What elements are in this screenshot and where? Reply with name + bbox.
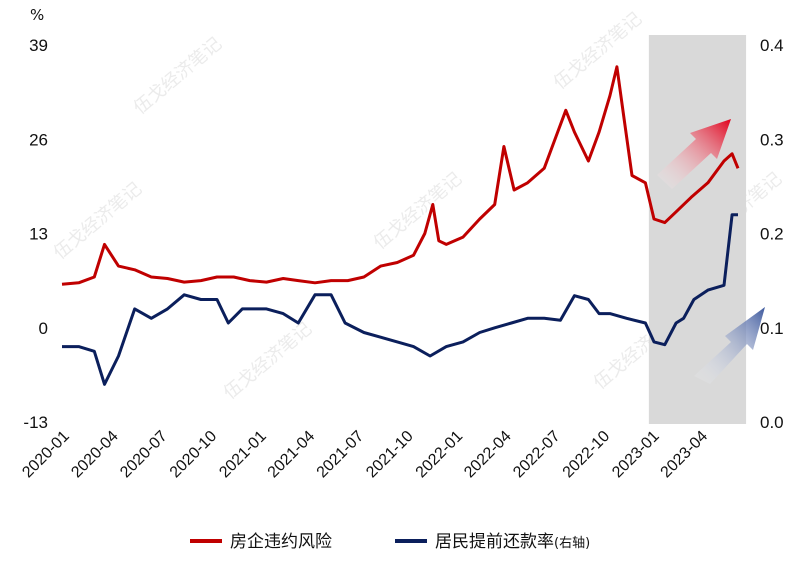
right-tick-label: 0.4: [760, 36, 784, 55]
left-tick-label: 26: [29, 130, 48, 149]
x-tick-label: 2022-07: [510, 428, 564, 482]
right-tick-label: 0.0: [760, 413, 784, 432]
watermark-text: 伍戈经济笔记: [50, 178, 146, 264]
x-axis-ticks: 2020-012020-042020-072020-102021-012021-…: [19, 428, 711, 482]
x-tick-label: 2021-10: [363, 428, 417, 482]
legend-label-blue-suffix: (右轴): [554, 536, 590, 551]
x-tick-label: 2022-04: [461, 428, 515, 482]
x-tick-label: 2023-01: [609, 428, 663, 482]
left-axis-ticks: 39 26 13 0 -13: [23, 36, 48, 432]
left-axis-unit: %: [30, 6, 44, 24]
legend-label-red: 房企违约风险: [230, 532, 332, 552]
legend: 房企违约风险 居民提前还款率(右轴): [190, 532, 590, 552]
legend-label-blue: 居民提前还款率(右轴): [435, 532, 590, 552]
trend-arrow-blue: [694, 307, 765, 384]
trend-arrows: [657, 119, 765, 384]
x-tick-label: 2020-01: [19, 428, 73, 482]
x-tick-label: 2022-10: [560, 428, 614, 482]
x-tick-label: 2023-04: [658, 428, 712, 482]
right-tick-label: 0.1: [760, 319, 784, 338]
left-tick-label: -13: [23, 413, 48, 432]
left-tick-label: 39: [29, 36, 48, 55]
x-tick-label: 2020-04: [68, 428, 122, 482]
watermark-text: 伍戈经济笔记: [550, 8, 646, 94]
series-line-blue: [62, 213, 738, 386]
x-tick-label: 2021-04: [265, 428, 319, 482]
series-lines: [61, 65, 740, 386]
right-tick-label: 0.3: [760, 130, 784, 149]
trend-arrow-red: [657, 119, 731, 189]
x-tick-label: 2021-01: [216, 428, 270, 482]
left-tick-label: 0: [39, 319, 48, 338]
x-tick-label: 2020-07: [117, 428, 171, 482]
watermark-text: 伍戈经济笔记: [220, 318, 316, 404]
x-tick-label: 2021-07: [314, 428, 368, 482]
right-axis-ticks: 0.4 0.3 0.2 0.1 0.0: [760, 36, 784, 432]
left-tick-label: 13: [29, 225, 48, 244]
right-tick-label: 0.2: [760, 225, 784, 244]
series-line-red: [61, 65, 740, 286]
x-tick-label: 2020-10: [167, 428, 221, 482]
x-tick-label: 2022-01: [413, 428, 467, 482]
watermark-text: 伍戈经济笔记: [130, 33, 226, 119]
legend-label-blue-main: 居民提前还款率: [435, 532, 554, 552]
